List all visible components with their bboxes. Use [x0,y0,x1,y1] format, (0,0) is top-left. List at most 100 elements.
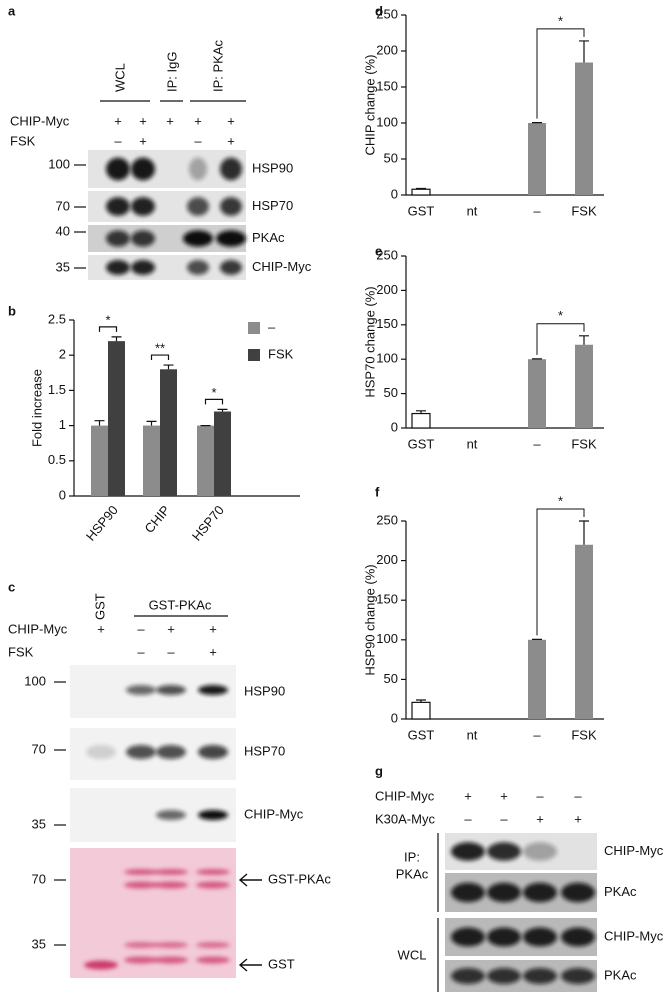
mw-marker: 35 [56,259,70,274]
band [154,942,188,948]
significance-bracket [150,354,170,361]
band-label: CHIP-Myc [604,928,664,943]
y-tick-label: 0 [59,487,66,502]
y-tick-label: 150 [376,316,398,331]
x-tick-label: GST [408,436,435,451]
panel-label: b [8,303,16,318]
band [561,927,595,947]
sign: + [139,113,147,128]
band [220,157,242,181]
mw-marker: 70 [32,871,46,886]
sign: – [167,644,175,659]
bar [108,341,125,496]
sign: + [500,788,508,803]
error-bar [217,408,228,412]
sign: – [194,133,202,148]
band [198,745,228,759]
band-label: HSP70 [244,743,285,758]
band-label: CHIP-Myc [252,259,312,274]
error-bar [579,40,589,63]
sign: + [139,133,147,148]
x-tick-label: FSK [571,203,597,218]
y-tick-label: 250 [376,247,398,262]
sign: + [166,113,174,128]
band-label: HSP70 [252,198,293,213]
legend-swatch [248,322,260,334]
sign: + [227,133,235,148]
y-tick-label: 50 [384,385,398,400]
sign: – [114,133,122,148]
panel-label: e [375,243,382,258]
y-tick-label: 100 [376,114,398,129]
y-axis-title: Fold increase [29,369,44,447]
panel-label: d [375,3,383,18]
x-tick-label: nt [467,436,478,451]
y-tick-label: 2.5 [48,311,66,326]
y-tick-label: 250 [376,512,398,527]
sign: + [194,113,202,128]
band [154,869,188,875]
band [154,956,188,964]
sign: + [114,113,122,128]
sign: – [536,788,544,803]
band [86,745,116,759]
band [124,942,158,948]
group-label: PKAc [396,866,429,881]
bar [575,62,593,195]
band [196,956,230,964]
x-tick-label: – [533,436,541,451]
band-label: PKAc [252,230,285,245]
band [131,260,155,275]
band [84,960,118,970]
y-tick-label: 1 [59,417,66,432]
y-tick-label: 0 [391,186,398,201]
band-label: CHIP-Myc [244,806,304,821]
error-bar [416,187,426,190]
band-label: HSP90 [252,160,293,175]
bar [575,344,593,428]
x-tick-label: – [533,727,541,742]
band [124,956,158,964]
band [106,260,130,275]
band [523,968,557,984]
band [183,230,213,247]
error-bar [111,336,122,342]
mw-marker: 35 [32,816,46,831]
bar [575,544,593,719]
significance-bracket [98,326,118,332]
error-bar [579,520,589,545]
bar [528,359,546,428]
y-tick-label: 2 [59,347,66,362]
mw-marker: 70 [56,198,70,213]
band [487,927,521,947]
y-tick-label: 0 [391,710,398,725]
sign: + [97,621,105,636]
mw-marker: 35 [32,936,46,951]
error-bar [579,335,589,345]
band [451,882,485,903]
bar [411,701,431,720]
sign: – [500,811,508,826]
band [131,230,155,247]
error-bar [416,410,426,414]
error-bar [94,420,105,426]
band [451,842,485,861]
sign: – [464,811,472,826]
column-header: IP: IgG [164,52,179,92]
bar [91,425,108,496]
x-tick-label: – [533,203,541,218]
band [196,881,230,889]
column-header: GST [92,593,107,620]
bar [411,412,431,429]
band [196,942,230,948]
band [220,197,242,216]
band-label: PKAc [604,967,637,982]
band [106,197,130,216]
band [126,745,156,759]
y-tick-label: 200 [376,552,398,567]
band [131,197,155,216]
band [124,881,158,889]
band [198,685,228,695]
y-tick-label: 50 [384,150,398,165]
error-bar [146,420,157,426]
